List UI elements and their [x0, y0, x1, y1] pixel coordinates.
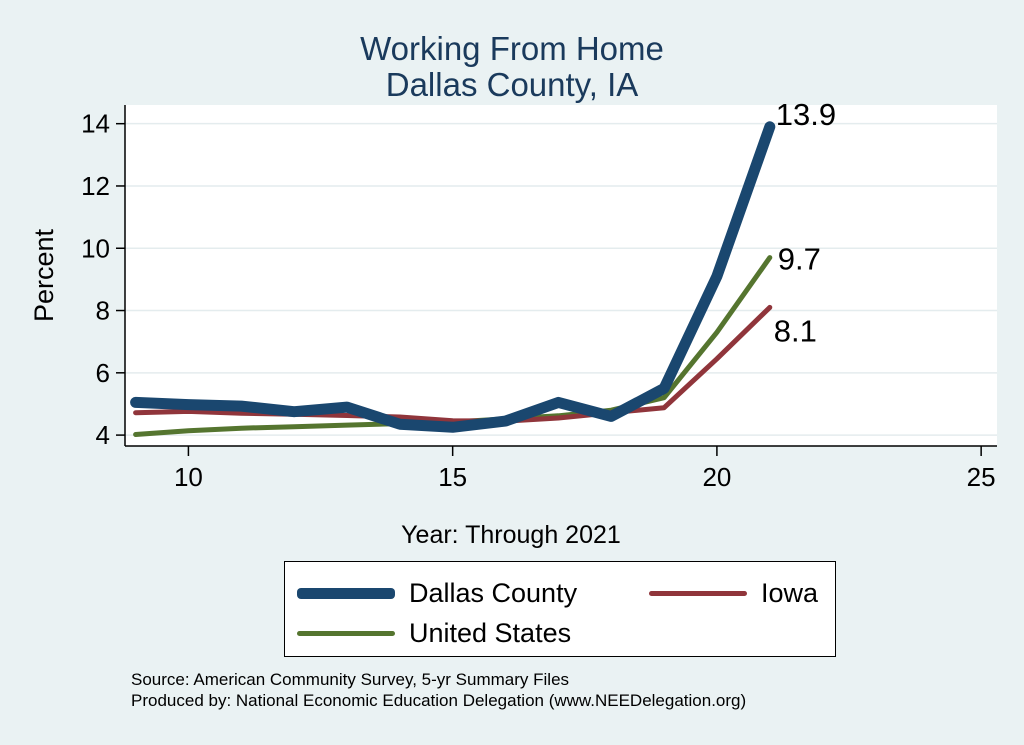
series-line-iowa	[133, 304, 773, 424]
footer: Source: American Community Survey, 5-yr …	[131, 669, 746, 711]
x-axis-label: Year: Through 2021	[401, 521, 621, 549]
legend: Dallas County Iowa United States	[284, 561, 836, 657]
plot-area	[125, 105, 997, 446]
legend-swatch-iowa	[649, 591, 747, 596]
x-tick-label: 10	[174, 462, 203, 492]
legend-label-united-states: United States	[409, 618, 572, 648]
legend-item-united-states: United States	[297, 618, 571, 649]
end-label-iowa: 8.1	[774, 313, 817, 348]
chart-title: Working From Home	[360, 30, 664, 67]
y-tick-label: 12	[81, 171, 110, 201]
legend-swatch-dallas-county	[297, 588, 395, 599]
producer-note: Produced by: National Economic Education…	[131, 691, 747, 710]
y-tick-label: 10	[81, 233, 110, 263]
x-tick-label: 15	[438, 462, 467, 492]
line-chart: 4 6 8 10 12 14 10 15 20 25 Year: Through 2021 Perce…	[29, 97, 997, 549]
series-line-dallas-county	[130, 121, 776, 433]
y-tick-label: 6	[96, 358, 110, 388]
legend-item-iowa: Iowa	[649, 578, 818, 609]
end-label-united-states: 9.7	[778, 242, 821, 277]
x-tick-label: 25	[967, 462, 996, 492]
chart-subtitle: Dallas County, IA	[385, 66, 639, 103]
legend-label-iowa: Iowa	[761, 578, 819, 608]
legend-label-dallas-county: Dallas County	[409, 578, 578, 608]
y-axis-label: Percent	[29, 228, 59, 322]
y-tick-label: 14	[81, 109, 110, 139]
x-tick-label: 20	[702, 462, 731, 492]
legend-item-dallas-county: Dallas County	[297, 578, 577, 609]
legend-swatch-united-states	[297, 631, 395, 636]
source-note: Source: American Community Survey, 5-yr …	[131, 670, 570, 689]
end-label-dallas-county: 13.9	[776, 97, 836, 132]
y-tick-label: 8	[96, 296, 110, 326]
y-tick-label: 4	[96, 420, 110, 450]
